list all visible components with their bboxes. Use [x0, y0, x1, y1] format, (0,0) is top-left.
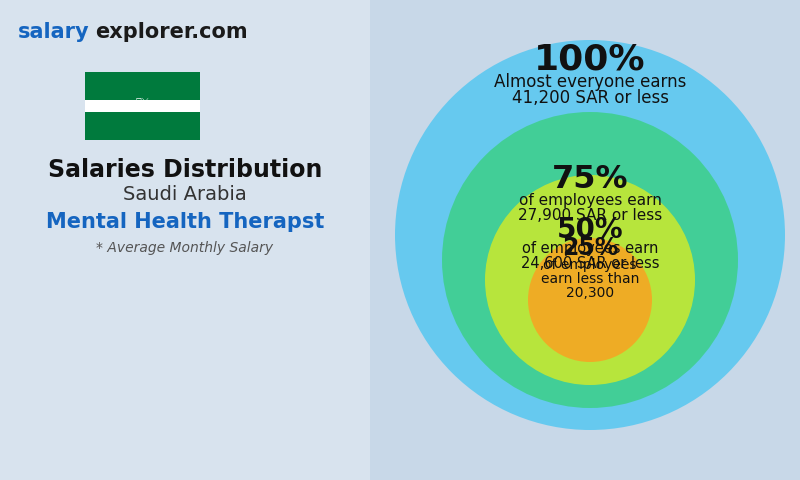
Text: 27,900 SAR or less: 27,900 SAR or less [518, 207, 662, 223]
Text: 25%: 25% [562, 236, 618, 260]
Text: Mental Health Therapst: Mental Health Therapst [46, 212, 324, 232]
Text: salary: salary [18, 22, 90, 42]
FancyBboxPatch shape [0, 0, 370, 480]
Text: 100%: 100% [534, 43, 646, 77]
Circle shape [395, 40, 785, 430]
Text: Almost everyone earns: Almost everyone earns [494, 73, 686, 91]
Text: Salaries Distribution: Salaries Distribution [48, 158, 322, 182]
Text: 50%: 50% [557, 216, 623, 244]
FancyBboxPatch shape [85, 72, 200, 140]
Text: explorer.com: explorer.com [95, 22, 248, 42]
Text: 75%: 75% [552, 165, 628, 195]
Circle shape [528, 238, 652, 362]
FancyBboxPatch shape [85, 100, 200, 112]
Text: Saudi Arabia: Saudi Arabia [123, 185, 247, 204]
Text: of employees: of employees [543, 258, 637, 272]
Text: 41,200 SAR or less: 41,200 SAR or less [511, 89, 669, 107]
Text: 🌴⚔: 🌴⚔ [135, 97, 150, 107]
Text: of employees earn: of employees earn [518, 192, 662, 207]
Text: * Average Monthly Salary: * Average Monthly Salary [97, 241, 274, 255]
Text: 24,600 SAR or less: 24,600 SAR or less [521, 256, 659, 272]
Circle shape [442, 112, 738, 408]
Circle shape [485, 175, 695, 385]
Text: earn less than: earn less than [541, 272, 639, 286]
Text: 20,300: 20,300 [566, 286, 614, 300]
Text: of employees earn: of employees earn [522, 241, 658, 256]
